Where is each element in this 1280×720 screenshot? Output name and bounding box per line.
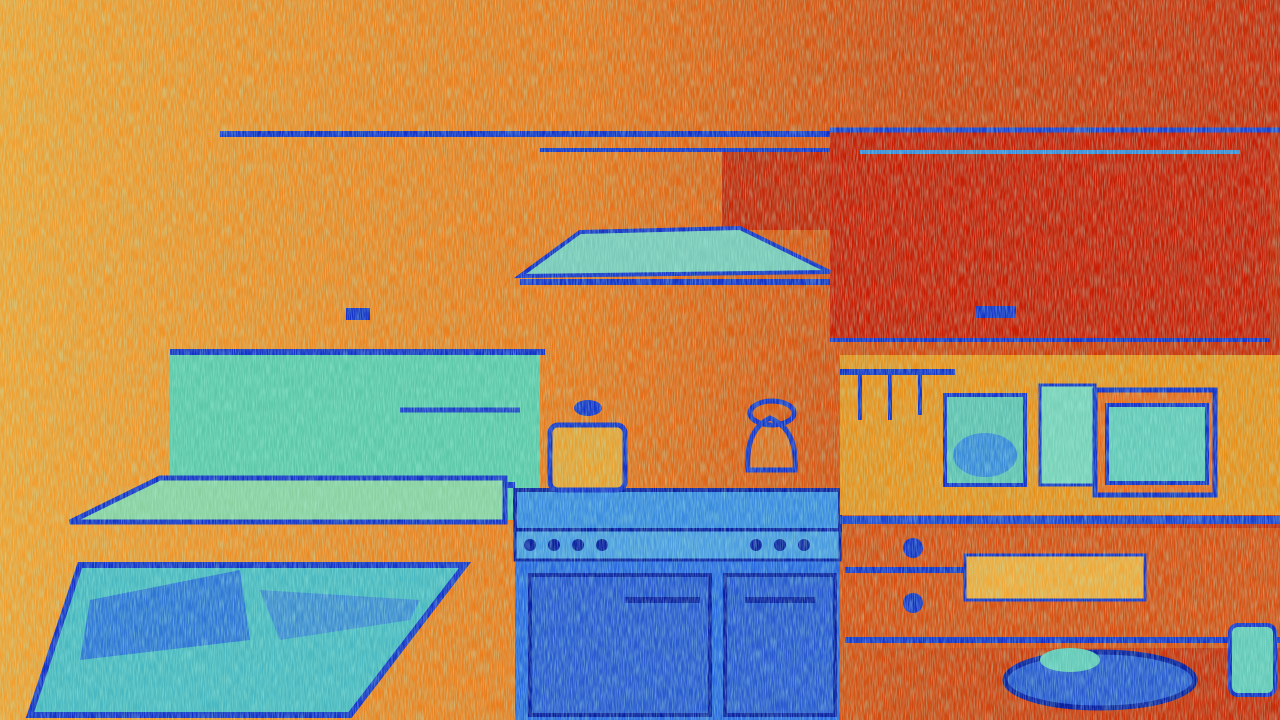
kitchen-thermal-image [0,0,1280,720]
noise-texture [0,0,1280,720]
